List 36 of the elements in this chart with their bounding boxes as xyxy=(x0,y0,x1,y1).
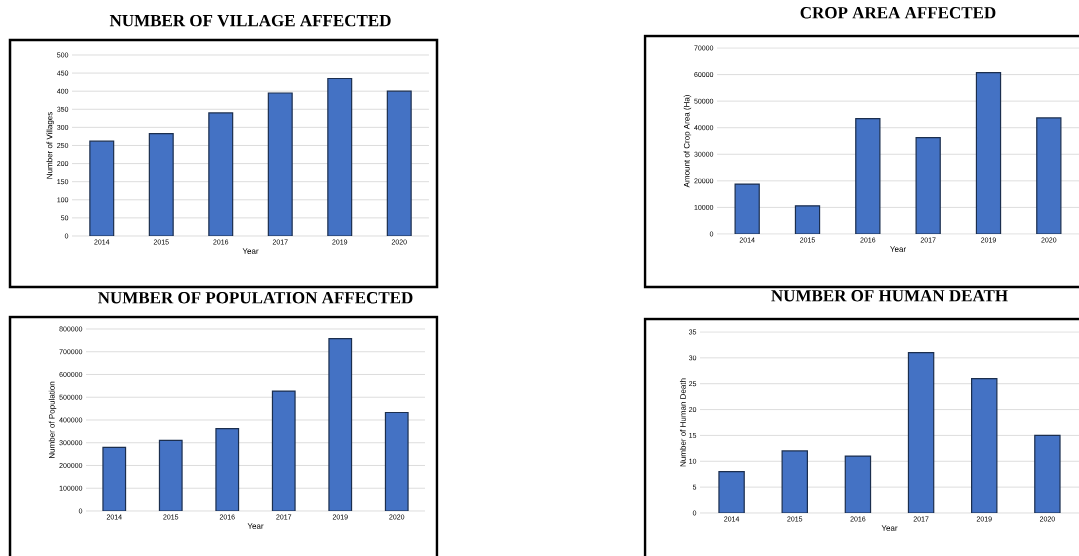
bar xyxy=(148,132,174,236)
bar xyxy=(971,377,998,513)
y-axis-title: Number of Villages xyxy=(46,112,54,179)
bar xyxy=(271,390,296,511)
bar xyxy=(89,140,115,236)
bar xyxy=(384,411,409,511)
bar xyxy=(267,92,293,236)
bar xyxy=(386,90,412,236)
bar xyxy=(855,118,881,234)
bar xyxy=(328,337,353,511)
chart-title: NUMBER OF HUMAN DEATH xyxy=(771,290,1008,302)
bar xyxy=(794,205,821,234)
bar xyxy=(102,446,127,511)
x-axis-title: Year xyxy=(890,246,906,252)
x-axis-title: Year xyxy=(247,523,264,529)
bar xyxy=(718,471,745,513)
bar xyxy=(158,439,183,511)
bar xyxy=(915,136,941,234)
bar xyxy=(1034,434,1061,513)
bar xyxy=(734,183,760,234)
bar xyxy=(215,428,240,511)
chart-title: NUMBER OF POPULATION AFFECTED xyxy=(98,292,413,304)
bar xyxy=(844,455,872,513)
bar xyxy=(1036,117,1062,234)
bar xyxy=(327,77,353,236)
x-axis-title: Year xyxy=(242,248,259,254)
chart-title: NUMBER OF VILLAGE AFFECTED xyxy=(109,14,391,27)
x-axis-title: Year xyxy=(881,525,898,531)
chart-title: CROP AREA AFFECTED xyxy=(800,7,996,19)
bar xyxy=(781,450,808,513)
y-axis-title: Amount of Crop Area (Ha) xyxy=(683,95,692,188)
bar xyxy=(907,352,935,513)
bar xyxy=(208,112,234,236)
y-axis-title: Number of Human Death xyxy=(679,378,686,467)
bar xyxy=(975,72,1002,234)
y-axis-title: Number of Population xyxy=(48,381,57,459)
